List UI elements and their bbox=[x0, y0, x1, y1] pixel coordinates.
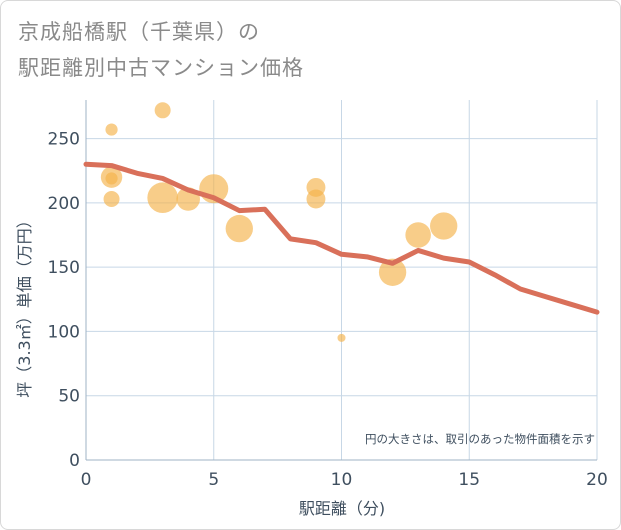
x-tick-label: 15 bbox=[458, 470, 480, 490]
bubble-series bbox=[100, 102, 458, 342]
x-tick-label: 0 bbox=[81, 470, 92, 490]
chart-title: 京成船橋駅（千葉県）の 駅距離別中古マンション価格 bbox=[18, 14, 304, 86]
bubble-point bbox=[306, 189, 326, 209]
chart-title-line2: 駅距離別中古マンション価格 bbox=[18, 56, 304, 80]
x-tick-label: 5 bbox=[208, 470, 219, 490]
y-tick-label: 0 bbox=[69, 451, 80, 471]
x-tick-label: 20 bbox=[586, 470, 608, 490]
x-tick-label: 10 bbox=[331, 470, 353, 490]
bubble-point bbox=[147, 182, 178, 214]
bubble-point bbox=[430, 212, 458, 240]
y-axis-label: 坪（3.3㎡）単価（万円） bbox=[15, 212, 34, 397]
bubble-point bbox=[378, 258, 407, 286]
average-line-series bbox=[83, 161, 600, 315]
average-price-line bbox=[83, 161, 600, 315]
grid bbox=[85, 100, 598, 461]
bubble-point bbox=[105, 123, 118, 136]
bubble-point bbox=[337, 333, 346, 342]
y-tick-label: 100 bbox=[48, 322, 80, 342]
bubble-point bbox=[103, 190, 120, 208]
bubble-point bbox=[154, 102, 171, 119]
bubble-point bbox=[405, 222, 431, 248]
chart-title-line1: 京成船橋駅（千葉県）の bbox=[18, 20, 260, 44]
x-axis-label: 駅距離（分) bbox=[299, 499, 385, 518]
y-tick-label: 200 bbox=[48, 194, 80, 214]
bubble-point bbox=[225, 214, 253, 243]
bubble-point bbox=[105, 172, 118, 185]
size-note: 円の大きさは、取引のあった物件面積を示す bbox=[365, 432, 595, 446]
y-tick-label: 250 bbox=[48, 130, 80, 150]
y-tick-label: 50 bbox=[58, 387, 80, 407]
y-tick-label: 150 bbox=[48, 258, 80, 278]
